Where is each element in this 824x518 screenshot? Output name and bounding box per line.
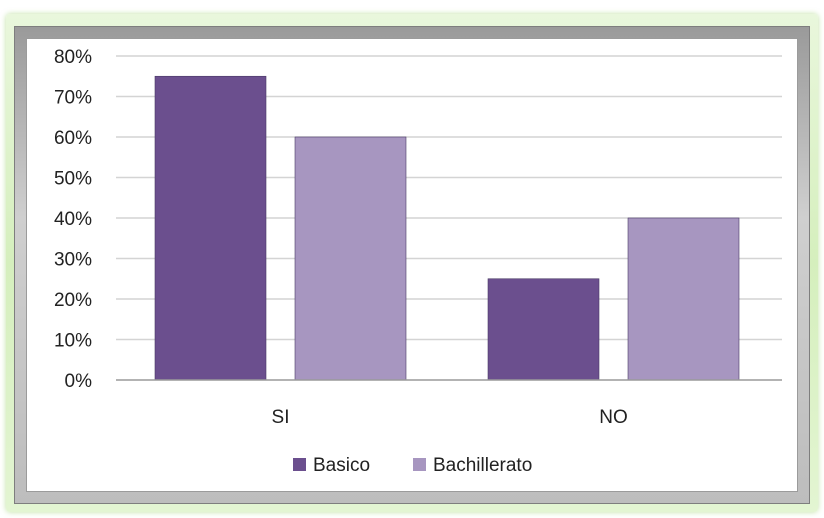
bar-bachillerato-no <box>627 217 740 381</box>
y-tick-label: 30% <box>54 250 92 271</box>
y-tick-label: 60% <box>54 128 92 149</box>
legend-label-bachillerato: Bachillerato <box>433 455 532 476</box>
x-category-label: NO <box>599 407 628 428</box>
y-tick-label: 50% <box>54 169 92 190</box>
bar-basico-si <box>154 75 267 381</box>
y-tick-label: 70% <box>54 88 92 109</box>
legend-swatch-bachillerato <box>413 458 426 471</box>
y-tick-label: 10% <box>54 331 92 352</box>
bar-basico-no <box>487 278 600 381</box>
legend-swatch-basico <box>293 458 306 471</box>
y-tick-label: 80% <box>54 47 92 68</box>
y-tick-label: 0% <box>65 371 93 392</box>
y-tick-label: 40% <box>54 209 92 230</box>
bar-bachillerato-si <box>294 136 407 381</box>
y-tick-label: 20% <box>54 290 92 311</box>
x-category-label: SI <box>272 407 290 428</box>
legend-label-basico: Basico <box>313 455 370 476</box>
